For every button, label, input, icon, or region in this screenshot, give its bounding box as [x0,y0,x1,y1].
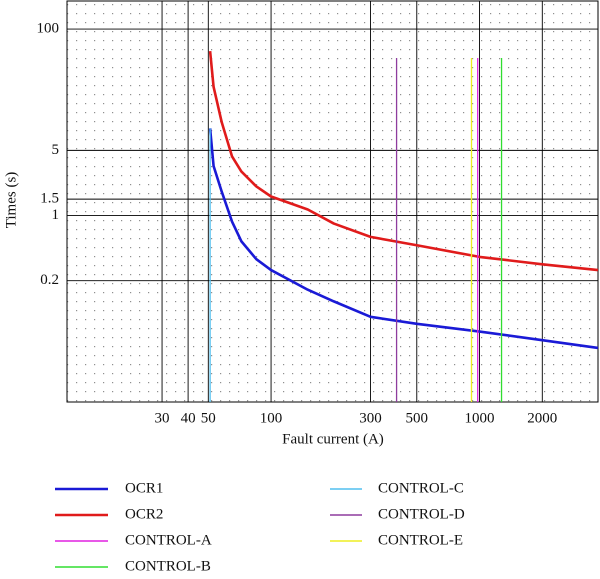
legend-label: CONTROL-E [378,532,463,548]
x-tick-label: 30 [155,410,170,426]
y-tick-label: 0.2 [40,272,59,288]
x-axis-label: Fault current (A) [282,431,384,447]
x-tick-label: 50 [201,410,216,426]
y-tick-label: 1.5 [40,191,59,207]
legend-label: CONTROL-B [125,558,211,574]
x-tick-label: 100 [260,410,283,426]
series-line [208,128,599,350]
plot-frame [66,0,599,403]
x-tick-label: 300 [359,410,382,426]
series-line [208,50,599,272]
y-tick-label: 1 [52,207,60,223]
legend-label: CONTROL-A [125,532,212,548]
legend-label: OCR1 [125,480,163,496]
y-axis-label: Times (s) [3,172,19,229]
plot-background [67,1,598,402]
legend-label: OCR2 [125,506,163,522]
y-tick-label: 100 [37,21,60,37]
legend-label: CONTROL-D [378,506,465,522]
y-tick-label: 5 [52,142,60,158]
x-tick-label: 500 [406,410,429,426]
x-tick-label: 2000 [527,410,557,426]
legend-label: CONTROL-C [378,480,464,496]
x-tick-label: 40 [181,410,196,426]
x-tick-label: 1000 [465,410,495,426]
